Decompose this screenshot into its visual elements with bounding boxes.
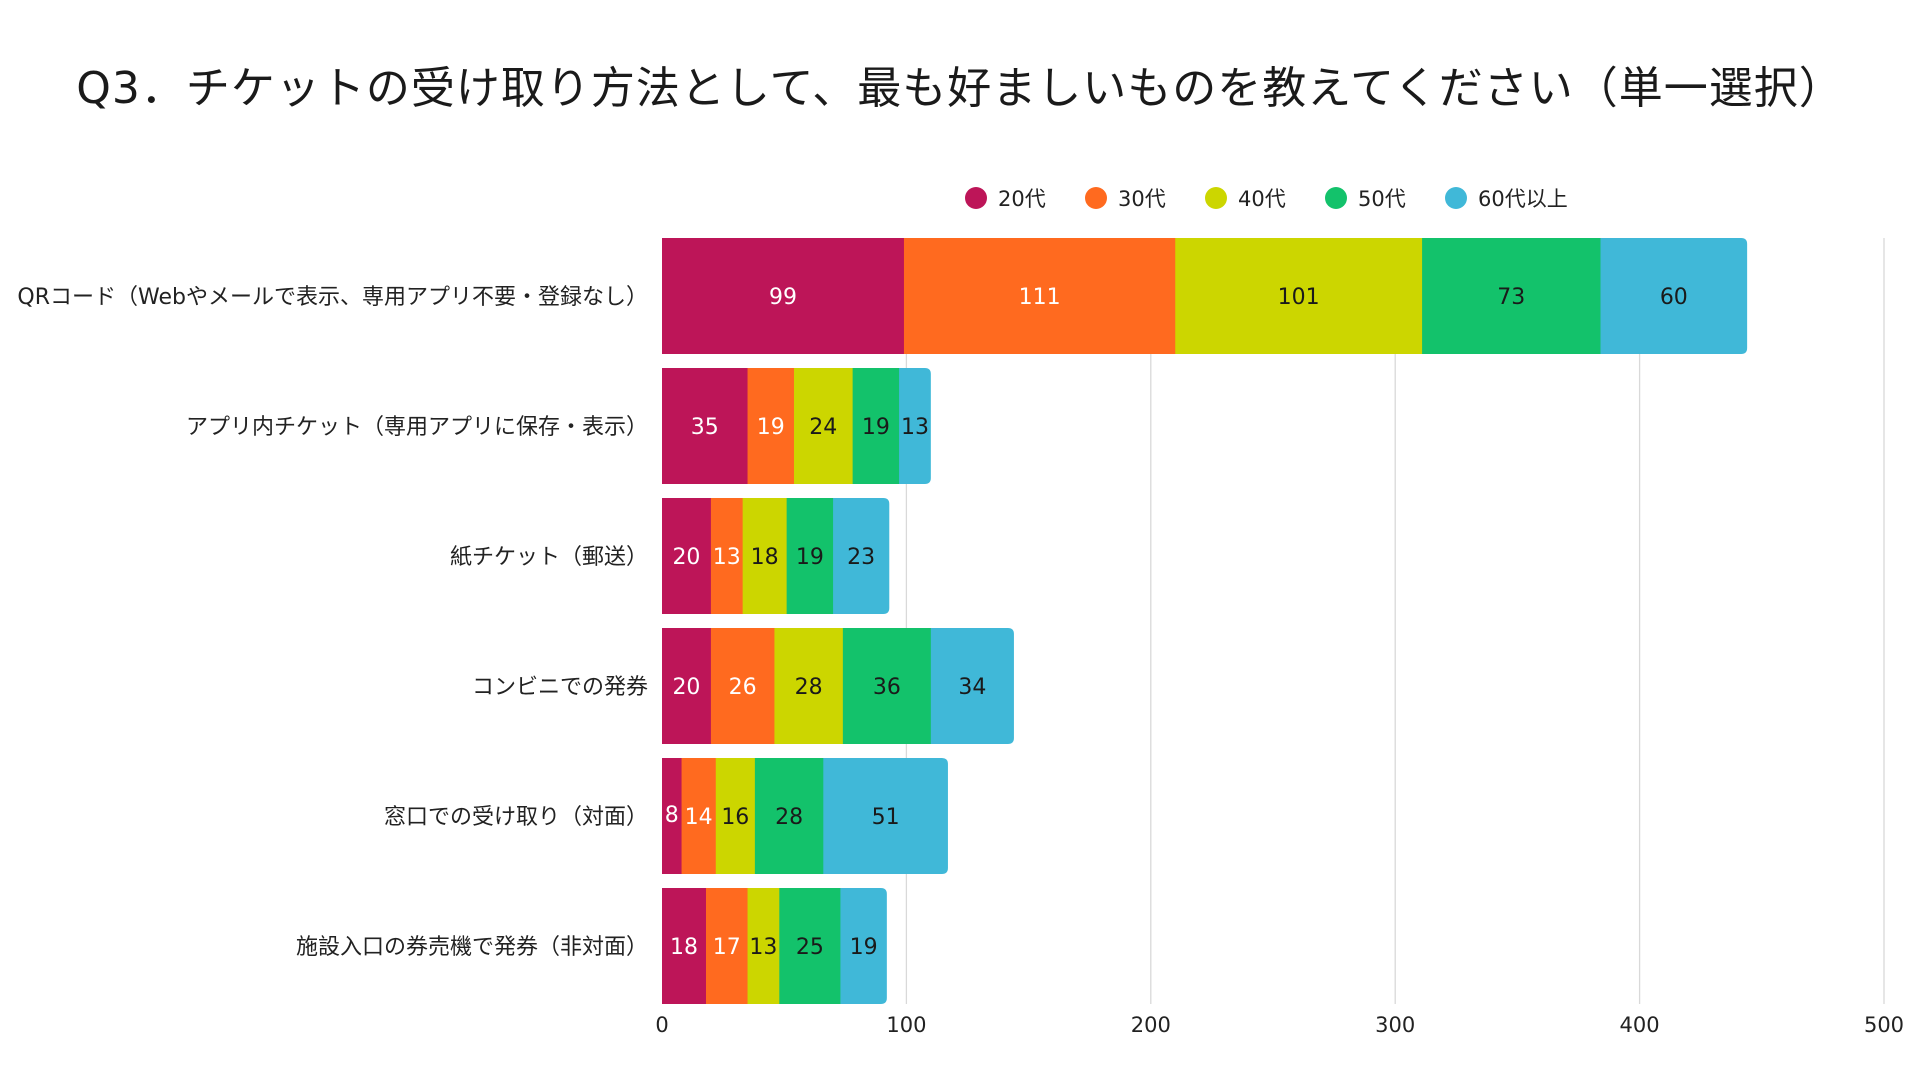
legend-swatch xyxy=(1445,187,1467,209)
bar-segment xyxy=(1422,238,1602,354)
bar-segment xyxy=(899,368,931,484)
category-label: 施設入口の券売機で発券（非対面） xyxy=(296,935,648,960)
bar-segment xyxy=(662,628,712,744)
data-label: 35 xyxy=(691,415,719,440)
data-label: 17 xyxy=(713,935,741,960)
data-label: 19 xyxy=(796,545,824,570)
data-label: 13 xyxy=(901,415,929,440)
bar-segment xyxy=(774,628,844,744)
bar-segment xyxy=(710,498,744,614)
legend-swatch xyxy=(1205,187,1227,209)
bar-segment xyxy=(747,368,795,484)
category-label: 紙チケット（郵送） xyxy=(450,545,648,570)
bar-segment xyxy=(793,368,854,484)
bar-segment xyxy=(852,368,900,484)
bar-segment xyxy=(662,498,712,614)
data-label: 34 xyxy=(958,675,986,700)
data-label: 60 xyxy=(1660,285,1688,310)
data-label: 16 xyxy=(721,805,749,830)
legend-label: 60代以上 xyxy=(1478,187,1568,211)
data-label: 111 xyxy=(1019,285,1061,310)
category-label: 窓口での受け取り（対面） xyxy=(384,805,648,830)
bar-segment xyxy=(662,758,683,874)
x-tick-label: 0 xyxy=(655,1013,668,1037)
x-tick-label: 400 xyxy=(1620,1013,1660,1037)
data-label: 26 xyxy=(729,675,757,700)
legend-swatch xyxy=(1085,187,1107,209)
legend-label: 20代 xyxy=(998,187,1046,211)
data-label: 13 xyxy=(749,935,777,960)
data-label: 28 xyxy=(775,805,803,830)
bar-segment xyxy=(754,758,824,874)
data-label: 51 xyxy=(872,805,900,830)
bar-segment xyxy=(662,238,905,354)
legend-label: 50代 xyxy=(1358,187,1406,211)
x-tick-label: 300 xyxy=(1375,1013,1415,1037)
data-label: 19 xyxy=(862,415,890,440)
bar-segment xyxy=(930,628,1014,744)
data-label: 73 xyxy=(1497,285,1525,310)
x-tick-label: 200 xyxy=(1131,1013,1171,1037)
bar-segment xyxy=(662,888,707,1004)
data-label: 19 xyxy=(757,415,785,440)
bar-segment xyxy=(903,238,1176,354)
legend-swatch xyxy=(1325,187,1347,209)
data-label: 13 xyxy=(713,545,741,570)
bar-segment xyxy=(786,498,834,614)
x-tick-label: 100 xyxy=(886,1013,926,1037)
data-label: 18 xyxy=(670,935,698,960)
bar-segment xyxy=(715,758,756,874)
data-label: 8 xyxy=(665,803,679,828)
data-label: 18 xyxy=(751,545,779,570)
x-tick-label: 500 xyxy=(1864,1013,1904,1037)
bar-segment xyxy=(662,368,749,484)
chart-title: Q3．チケットの受け取り方法として、最も好ましいものを教えてください（単一選択） xyxy=(76,63,1844,114)
data-label: 36 xyxy=(873,675,901,700)
data-label: 20 xyxy=(672,675,700,700)
legend-swatch xyxy=(965,187,987,209)
category-label: コンビニでの発券 xyxy=(472,675,648,700)
bar-segment xyxy=(747,888,780,1004)
bar-segment xyxy=(823,758,948,874)
bar-segment xyxy=(710,628,776,744)
data-label: 28 xyxy=(795,675,823,700)
bar-segment xyxy=(840,888,887,1004)
legend-label: 30代 xyxy=(1118,187,1166,211)
bar-segment xyxy=(705,888,749,1004)
category-label: QRコード（Webやメールで表示、専用アプリ不要・登録なし） xyxy=(17,285,648,310)
bar-segment xyxy=(1600,238,1748,354)
bar-segment xyxy=(1175,238,1423,354)
data-label: 25 xyxy=(796,935,824,960)
data-label: 14 xyxy=(685,805,713,830)
bar-segment xyxy=(779,888,842,1004)
data-label: 20 xyxy=(672,545,700,570)
legend-label: 40代 xyxy=(1238,187,1286,211)
bar-segment xyxy=(681,758,717,874)
data-label: 19 xyxy=(850,935,878,960)
bar-segment xyxy=(833,498,890,614)
data-label: 99 xyxy=(769,285,797,310)
category-label: アプリ内チケット（専用アプリに保存・表示） xyxy=(186,415,648,440)
bar-segment xyxy=(842,628,932,744)
data-label: 23 xyxy=(847,545,875,570)
data-label: 101 xyxy=(1278,285,1320,310)
bar-segment xyxy=(742,498,788,614)
data-label: 24 xyxy=(809,415,837,440)
